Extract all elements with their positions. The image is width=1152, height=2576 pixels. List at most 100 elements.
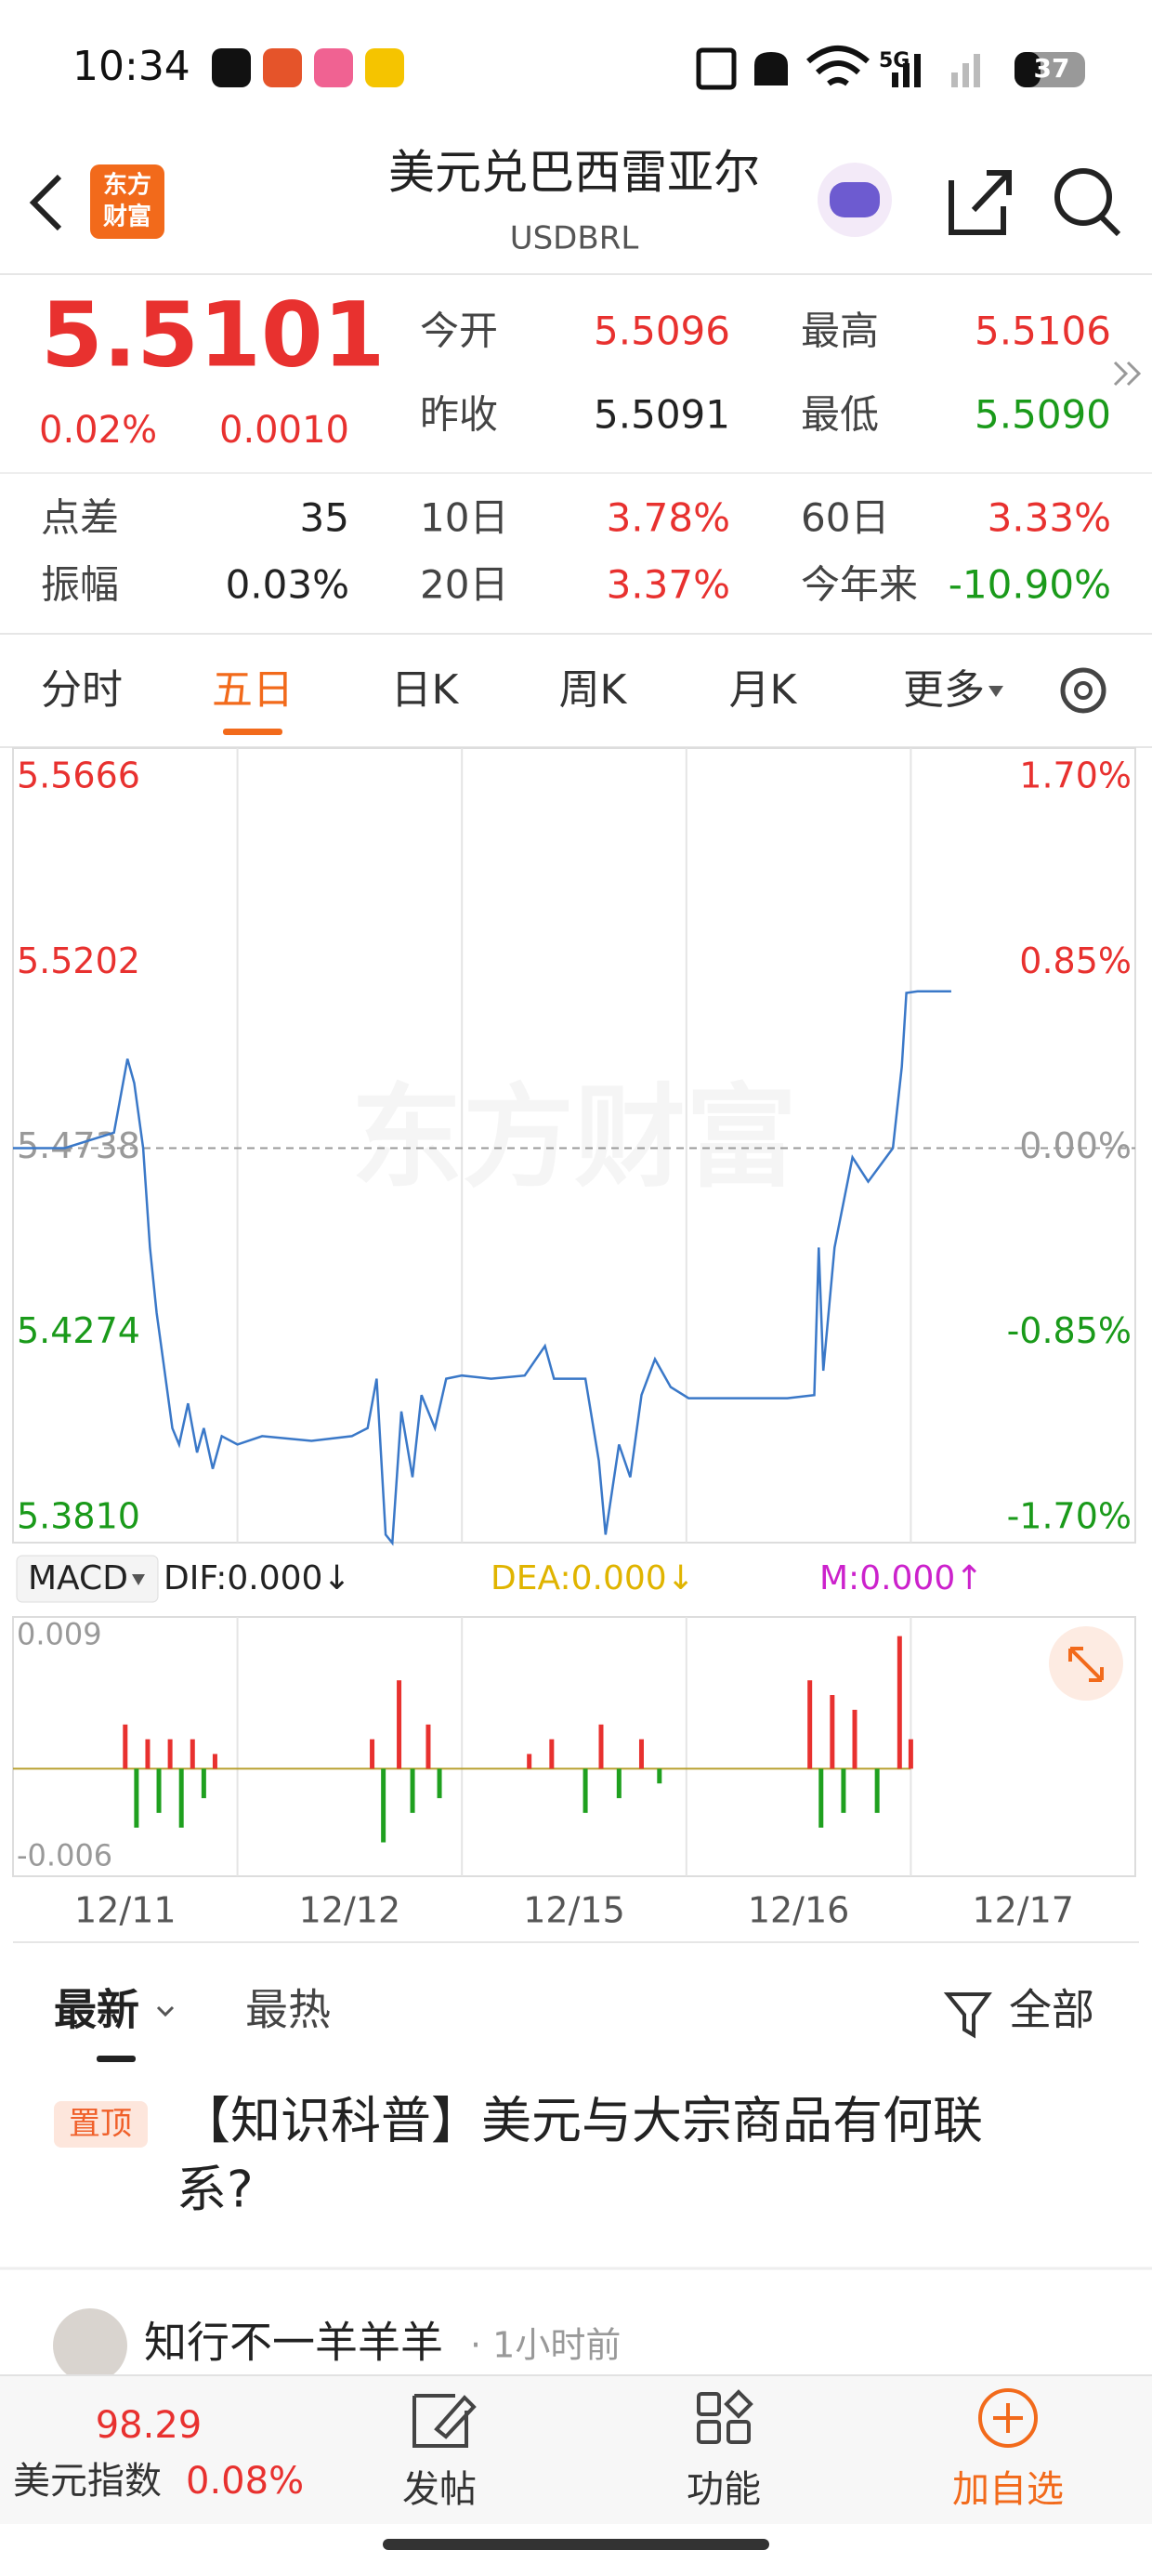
y-tick-label: 5.5666 bbox=[17, 756, 140, 796]
legend-dif: DIF:0.000↓ bbox=[164, 1559, 351, 1597]
function-icon bbox=[697, 2420, 721, 2444]
x-tick-label: 12/17 bbox=[972, 1890, 1074, 1931]
feed-tab[interactable]: 最热 bbox=[245, 1985, 331, 2035]
tab-underline bbox=[97, 2056, 136, 2062]
change-percent: 0.02% bbox=[39, 409, 157, 452]
feed-tab[interactable]: 最新 bbox=[54, 1985, 139, 2035]
filter-label[interactable]: 全部 bbox=[1009, 1985, 1094, 2035]
tab[interactable]: 日K bbox=[391, 666, 460, 714]
stat-label: 最低 bbox=[801, 392, 879, 438]
tab[interactable]: 更多 bbox=[903, 666, 985, 714]
macd-bar bbox=[638, 1739, 644, 1769]
logo-text: 财富 bbox=[103, 203, 151, 231]
stat-label: 点差 bbox=[41, 495, 119, 541]
pinned-title[interactable]: 系? bbox=[177, 2161, 254, 2219]
stat-label: 60日 bbox=[801, 495, 889, 541]
index-name[interactable]: 美元指数 bbox=[13, 2460, 162, 2503]
macd-bar bbox=[145, 1739, 151, 1769]
price-line bbox=[13, 990, 951, 1546]
stat-value: 3.33% bbox=[988, 495, 1111, 541]
macd-bar bbox=[616, 1768, 622, 1798]
y-tick-label: 5.5202 bbox=[17, 940, 140, 981]
signal-bar bbox=[903, 63, 910, 87]
macd-bar bbox=[190, 1739, 195, 1769]
pinned-title[interactable]: 【知识科普】美元与大宗商品有何联 bbox=[180, 2092, 983, 2150]
stat-value: 5.5091 bbox=[594, 392, 730, 438]
stat-label: 振幅 bbox=[41, 562, 119, 608]
filter-icon[interactable] bbox=[943, 1992, 992, 2039]
stat-value: 5.5106 bbox=[975, 309, 1111, 354]
clock: 10:34 bbox=[72, 43, 190, 90]
symbol: USDBRL bbox=[510, 220, 639, 257]
settings-icon bbox=[1074, 681, 1093, 700]
chart-frame bbox=[12, 747, 1136, 1544]
macd-bar bbox=[527, 1754, 532, 1769]
legend-dea: DEA:0.000↓ bbox=[491, 1559, 695, 1597]
macd-bar bbox=[830, 1695, 835, 1769]
author-avatar[interactable] bbox=[53, 2308, 127, 2383]
back-button[interactable] bbox=[29, 174, 62, 231]
last-price: 5.5101 bbox=[41, 283, 385, 387]
macd-bar bbox=[167, 1739, 173, 1769]
tab[interactable]: 五日 bbox=[212, 666, 294, 714]
action-label[interactable]: 加自选 bbox=[952, 2468, 1064, 2511]
action-label[interactable]: 发帖 bbox=[402, 2468, 477, 2511]
settings-button[interactable] bbox=[1060, 667, 1106, 714]
stat-label: 今开 bbox=[420, 309, 498, 354]
author-name[interactable]: 知行不一羊羊羊 bbox=[144, 2318, 443, 2368]
search-button[interactable] bbox=[1054, 168, 1112, 226]
share-button[interactable] bbox=[949, 170, 1012, 235]
stat-value: 0.03% bbox=[226, 562, 349, 608]
bottom-bar bbox=[0, 2375, 1152, 2524]
home-indicator bbox=[383, 2539, 769, 2550]
macd-bar bbox=[397, 1680, 402, 1769]
expand-arrow[interactable] bbox=[1113, 361, 1142, 387]
pinned-tag: 置顶 bbox=[69, 2106, 132, 2143]
macd-bar bbox=[156, 1768, 162, 1813]
signal-bar bbox=[914, 54, 921, 87]
app-icon bbox=[365, 48, 404, 87]
stat-label: 今年来 bbox=[801, 562, 918, 608]
signal-bar bbox=[962, 63, 969, 87]
dropdown-arrow bbox=[156, 2005, 175, 2017]
x-tick-label: 12/11 bbox=[74, 1890, 177, 1931]
stat-value: 5.5096 bbox=[594, 309, 730, 354]
index-change[interactable]: 0.08% bbox=[186, 2460, 304, 2503]
watermark: 东方财富 bbox=[351, 1074, 797, 1203]
indicator-selector[interactable] bbox=[16, 1555, 159, 1603]
tab[interactable]: 月K bbox=[729, 666, 798, 714]
y2-tick-label: 1.70% bbox=[1019, 756, 1132, 796]
tab[interactable]: 分时 bbox=[41, 666, 123, 714]
macd-bar bbox=[381, 1768, 386, 1843]
signal-bar bbox=[892, 72, 898, 87]
macd-bar bbox=[908, 1739, 913, 1769]
macd-bar bbox=[212, 1754, 217, 1769]
add-watch-icon bbox=[978, 2388, 1038, 2448]
nfc-icon bbox=[696, 47, 737, 90]
x-tick-label: 12/15 bbox=[523, 1890, 625, 1931]
stat-value: -10.90% bbox=[949, 562, 1111, 608]
macd-bar bbox=[852, 1709, 857, 1769]
stat-label: 最高 bbox=[801, 309, 879, 354]
y2-tick-label: -0.85% bbox=[1007, 1310, 1132, 1351]
assistant-icon bbox=[830, 182, 880, 217]
x-tick-label: 12/12 bbox=[299, 1890, 401, 1931]
add-watch-icon bbox=[993, 2403, 1023, 2433]
wifi-icon bbox=[806, 46, 870, 86]
function-icon bbox=[697, 2392, 721, 2416]
tab[interactable]: 周K bbox=[559, 666, 628, 714]
macd-frame bbox=[12, 1616, 1136, 1877]
index-value[interactable]: 98.29 bbox=[96, 2404, 203, 2447]
macd-bar bbox=[583, 1768, 588, 1813]
macd-bar bbox=[178, 1768, 184, 1828]
macd-bar bbox=[201, 1768, 206, 1798]
macd-bar bbox=[807, 1680, 813, 1769]
app-icon bbox=[314, 48, 353, 87]
pinned-tag-box bbox=[54, 2101, 148, 2148]
action-label[interactable]: 功能 bbox=[687, 2468, 761, 2511]
stat-value: 35 bbox=[300, 495, 349, 541]
indicator-name[interactable]: MACD bbox=[28, 1559, 128, 1597]
y-tick-label: 5.3810 bbox=[17, 1495, 140, 1536]
stat-value: 3.37% bbox=[607, 562, 730, 608]
